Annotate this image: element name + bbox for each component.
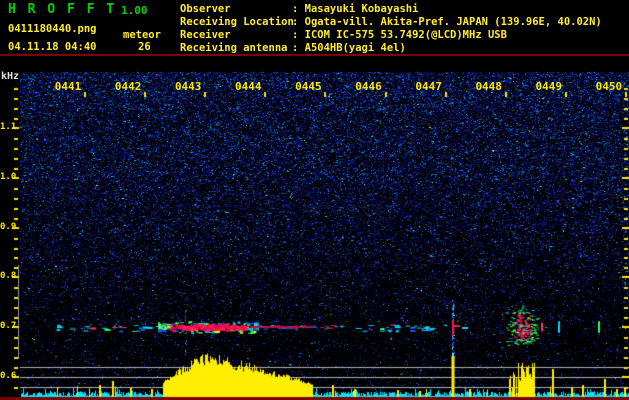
station-row: Observer : Masayuki Kobayashi [180,3,602,16]
station-row-value: : Masayuki Kobayashi [292,3,419,15]
time-axis-label: 0450 [595,80,623,93]
time-axis-label: 0448 [475,80,502,93]
freq-axis-label: 1.0 [0,171,17,182]
station-row-label: Receiving antenna [180,42,288,54]
app-version: 1.00 [121,4,148,17]
output-filename: 0411180440.png [8,23,97,35]
time-axis-label: 0449 [535,80,563,93]
header-separator [0,54,629,56]
station-row: Receiver : ICOM IC-575 53.7492(@LCD)MHz U… [180,29,602,42]
time-axis-label: 0445 [295,80,322,93]
time-axis-label: 0444 [235,80,262,93]
station-row-label: Observer [180,3,231,15]
freq-axis-label: 0.6 [0,371,17,381]
spectrogram-canvas [0,71,629,400]
app-title: H R O F F T [8,2,117,17]
station-info-block: Observer : Masayuki Kobayashi Receiving Lo… [180,3,602,55]
station-row-value: : ICOM IC-575 53.7492(@LCD)MHz USB [292,29,507,41]
freq-axis-label: 0.8 [0,271,17,282]
meteor-counter-label: meteor [123,29,161,41]
time-axis-label: 0442 [114,80,142,93]
freq-axis-label: 0.9 [0,221,17,232]
station-row: Receiving antenna : A504HB(yagi 4el) [180,42,602,55]
freq-axis-label: 1.1 [0,122,17,132]
station-row-value: : A504HB(yagi 4el) [292,42,406,54]
station-row: Receiving Location: Ogata-vill. Akita-Pr… [180,16,602,29]
station-row-value: : Ogata-vill. Akita-Pref. JAPAN (139.96E… [292,16,602,28]
station-row-label: Receiving Location [180,16,294,28]
meteor-count: 26 [138,41,151,53]
time-axis-label: 0447 [415,80,442,93]
freq-axis-label: 0.7 [0,321,17,332]
station-row-label: Receiver [180,29,231,41]
time-axis-label: 0441 [54,80,82,93]
frequency-unit-label: kHz [1,71,20,82]
capture-datetime: 04.11.18 04:40 [8,41,97,53]
time-axis-label: 0443 [174,80,202,93]
time-axis-label: 0446 [355,80,382,93]
